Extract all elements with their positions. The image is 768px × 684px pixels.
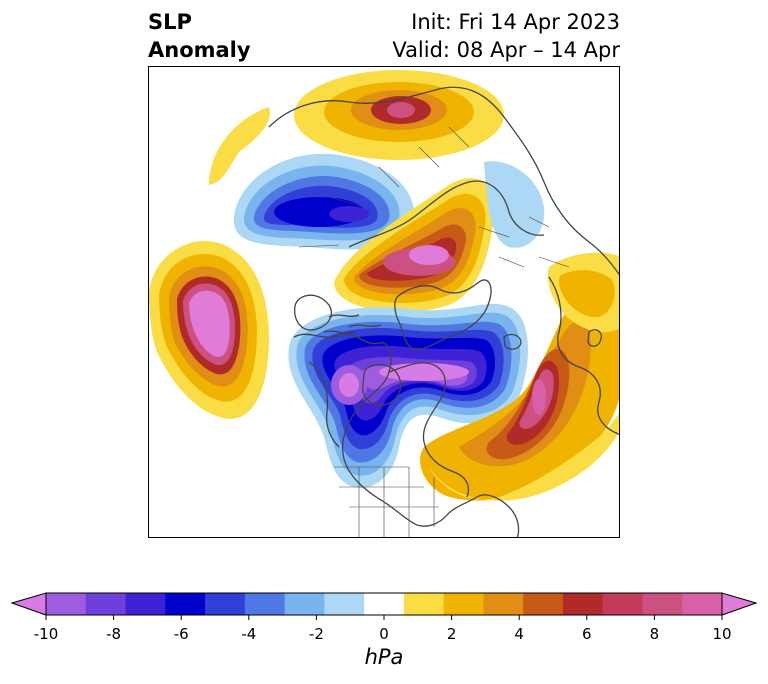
colorbar-cell bbox=[125, 593, 166, 615]
colorbar-tick-label: 0 bbox=[379, 625, 389, 643]
colorbar-tick-label: 4 bbox=[514, 625, 524, 643]
colorbar-cells bbox=[46, 593, 723, 615]
anomaly-negative-kara-sea bbox=[233, 153, 415, 250]
colorbar-cell bbox=[682, 593, 723, 615]
anomaly-positive-siberia bbox=[294, 70, 504, 160]
colorbar-ticks: -10 -8 -6 -4 -2 0 2 4 6 8 10 bbox=[34, 615, 732, 643]
colorbar-tick-label: 10 bbox=[712, 625, 731, 643]
anomaly-positive-pacific-arm bbox=[209, 107, 270, 185]
colorbar-cell bbox=[364, 593, 405, 615]
map-title: SLP Anomaly bbox=[148, 8, 251, 64]
colorbar-extend-high bbox=[721, 592, 758, 616]
map-date-info: Init: Fri 14 Apr 2023 Valid: 08 Apr – 14… bbox=[392, 8, 620, 64]
title-line-2: Anomaly bbox=[148, 38, 251, 62]
map-svg bbox=[149, 70, 619, 537]
colorbar-cell bbox=[562, 593, 604, 615]
colorbar-tick-label: -6 bbox=[174, 625, 189, 643]
anomaly-negative-canada-atlantic bbox=[288, 303, 529, 488]
colorbar-cell bbox=[602, 593, 643, 615]
colorbar-cell bbox=[324, 593, 365, 615]
anomaly-positive-north-europe bbox=[547, 252, 619, 333]
colorbar-cell bbox=[642, 593, 683, 615]
colorbar-tick-label: -8 bbox=[106, 625, 121, 643]
colorbar: -10 -8 -6 -4 -2 0 2 4 6 8 10 bbox=[10, 592, 758, 643]
anomaly-positive-north-pacific bbox=[149, 241, 270, 419]
valid-range: Valid: 08 Apr – 14 Apr bbox=[392, 38, 620, 62]
colorbar-tick-label: -4 bbox=[241, 625, 256, 643]
colorbar-cell bbox=[443, 593, 484, 615]
coastlines bbox=[268, 86, 619, 537]
colorbar-cell bbox=[403, 593, 445, 615]
anomaly-negative-europe bbox=[484, 161, 545, 248]
anomaly-map bbox=[148, 66, 620, 538]
colorbar-cell bbox=[284, 593, 325, 615]
anomaly-positive-greenland bbox=[334, 178, 495, 312]
colorbar-cell bbox=[205, 593, 246, 615]
colorbar-tick-label: -2 bbox=[309, 625, 324, 643]
title-line-1: SLP bbox=[148, 10, 192, 34]
colorbar-cell bbox=[165, 593, 206, 615]
colorbar-cell bbox=[244, 593, 286, 615]
colorbar-tick-label: 8 bbox=[650, 625, 660, 643]
colorbar-cell bbox=[523, 593, 564, 615]
colorbar-extend-low bbox=[10, 592, 47, 616]
colorbar-cell bbox=[85, 593, 127, 615]
init-date: Init: Fri 14 Apr 2023 bbox=[411, 10, 620, 34]
colorbar-cell bbox=[483, 593, 524, 615]
anomaly-positive-atlantic bbox=[420, 279, 619, 501]
colorbar-tick-label: 2 bbox=[447, 625, 457, 643]
anomaly-positive-subtropical-atlantic bbox=[429, 412, 619, 501]
colorbar-cell bbox=[46, 593, 87, 615]
colorbar-unit-label: hPa bbox=[364, 645, 404, 669]
colorbar-tick-label: -10 bbox=[34, 625, 59, 643]
colorbar-tick-label: 6 bbox=[582, 625, 592, 643]
